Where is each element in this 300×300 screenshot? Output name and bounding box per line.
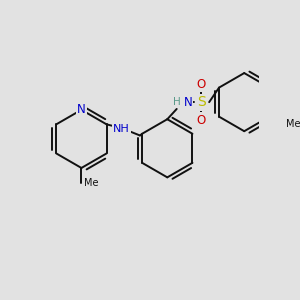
Text: N: N bbox=[77, 103, 86, 116]
Text: N: N bbox=[184, 96, 192, 109]
Text: O: O bbox=[197, 114, 206, 127]
Text: NH: NH bbox=[113, 124, 130, 134]
Text: H: H bbox=[173, 97, 181, 107]
Text: O: O bbox=[197, 78, 206, 91]
Text: Me: Me bbox=[84, 178, 98, 188]
Text: S: S bbox=[197, 95, 206, 109]
Text: Me: Me bbox=[286, 119, 300, 129]
